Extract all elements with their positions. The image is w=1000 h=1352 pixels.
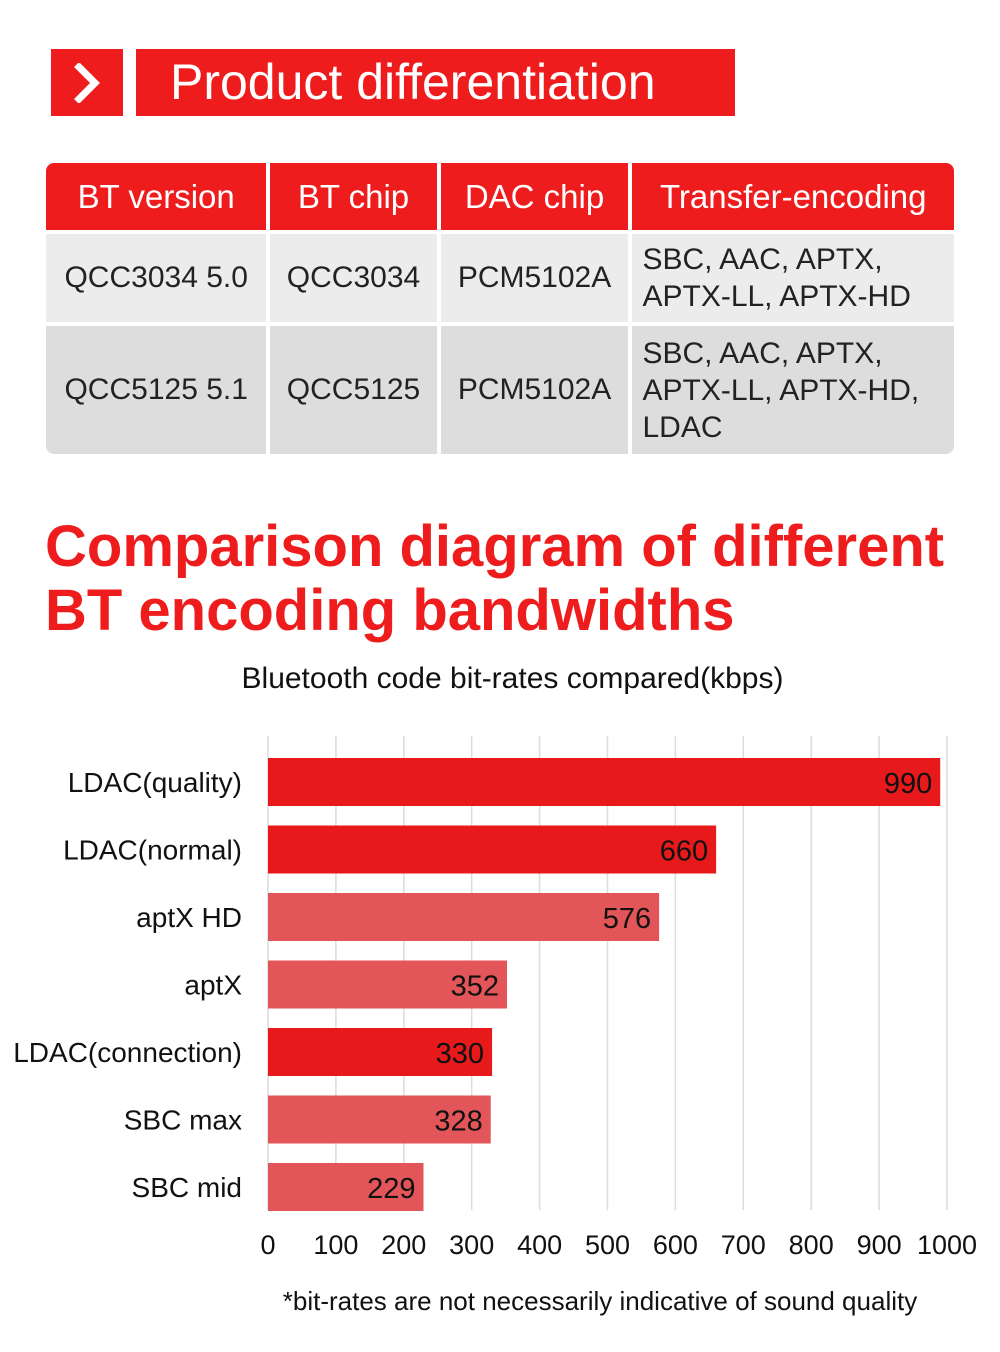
table-cell: QCC5125 5.1 bbox=[46, 326, 267, 454]
x-tick-label: 600 bbox=[653, 1230, 698, 1260]
bar-value-label: 229 bbox=[367, 1173, 415, 1205]
bar-value-label: 328 bbox=[434, 1106, 482, 1138]
bar bbox=[268, 825, 717, 874]
table-cell: SBC, AAC, APTX, APTX-LL, APTX-HD, LDAC bbox=[632, 326, 954, 454]
bar-value-label: 352 bbox=[451, 971, 499, 1003]
chart-title: Bluetooth code bit-rates compared(kbps) bbox=[241, 662, 784, 695]
x-tick-label: 0 bbox=[260, 1230, 275, 1260]
table-cell: QCC5125 bbox=[270, 326, 437, 454]
category-label: LDAC(normal) bbox=[63, 835, 242, 866]
header-transfer-encoding: Transfer-encoding bbox=[632, 163, 954, 230]
category-label: aptX HD bbox=[136, 902, 242, 933]
x-tick-label: 400 bbox=[517, 1230, 562, 1260]
x-tick-label: 500 bbox=[585, 1230, 630, 1260]
category-label: SBC mid bbox=[132, 1172, 242, 1203]
header-dac-chip: DAC chip bbox=[440, 163, 629, 230]
bar-value-label: 660 bbox=[660, 836, 708, 868]
table-cell: QCC3034 bbox=[270, 234, 437, 322]
x-tick-label: 700 bbox=[721, 1230, 766, 1260]
category-label: aptX bbox=[184, 970, 242, 1001]
page-title: Product differentiation bbox=[136, 49, 735, 116]
x-tick-label: 800 bbox=[789, 1230, 834, 1260]
table-row: QCC5125 5.1 QCC5125 PCM5102A SBC, AAC, A… bbox=[46, 326, 954, 454]
table-cell: PCM5102A bbox=[440, 326, 629, 454]
category-label: LDAC(connection) bbox=[13, 1037, 242, 1068]
banner-chevron-box bbox=[51, 49, 123, 116]
bar bbox=[268, 1163, 424, 1211]
bar-value-label: 330 bbox=[436, 1038, 484, 1070]
bar bbox=[268, 893, 660, 941]
bar-value-label: 576 bbox=[603, 903, 651, 935]
bar-value-label: 990 bbox=[884, 768, 932, 800]
table-cell: QCC3034 5.0 bbox=[46, 234, 267, 322]
x-tick-label: 100 bbox=[313, 1230, 358, 1260]
section-heading: Comparison diagram of different BT encod… bbox=[45, 514, 945, 643]
table-cell: SBC, AAC, APTX, APTX-LL, APTX-HD bbox=[632, 234, 954, 322]
category-label: LDAC(quality) bbox=[68, 767, 242, 798]
bar bbox=[268, 758, 941, 806]
bar bbox=[268, 960, 508, 1009]
x-tick-label: 1000 bbox=[917, 1230, 977, 1260]
category-label: SBC max bbox=[124, 1105, 242, 1136]
bitrate-bar-chart: 0 100 200 300 400 500 600 700 800 900 1000 990 LDAC(… bbox=[13, 736, 977, 1260]
chevron-right-icon bbox=[74, 62, 100, 103]
x-tick-label: 900 bbox=[857, 1230, 902, 1260]
bar bbox=[268, 1095, 491, 1144]
x-tick-label: 200 bbox=[381, 1230, 426, 1260]
table-cell: PCM5102A bbox=[440, 234, 629, 322]
bar bbox=[268, 1028, 493, 1076]
header-bt-chip: BT chip bbox=[270, 163, 437, 230]
spec-table-header-row: BT version BT chip DAC chip Transfer-enc… bbox=[46, 163, 954, 230]
x-tick-label: 300 bbox=[449, 1230, 494, 1260]
chart-footnote: *bit-rates are not necessarily indicativ… bbox=[282, 1286, 918, 1316]
header-bt-version: BT version bbox=[46, 163, 267, 230]
table-row: QCC3034 5.0 QCC3034 PCM5102A SBC, AAC, A… bbox=[46, 234, 954, 322]
spec-table: BT version BT chip DAC chip Transfer-enc… bbox=[42, 159, 958, 458]
